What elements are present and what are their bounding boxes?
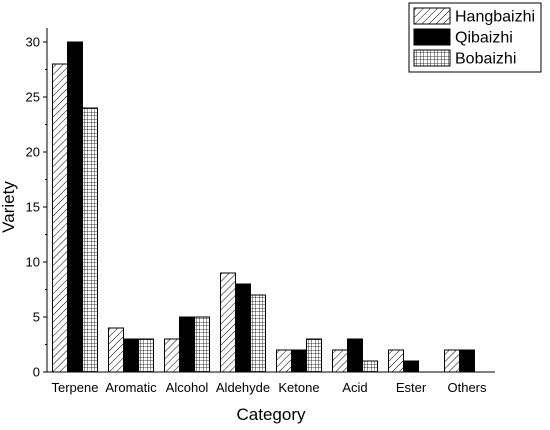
legend-label-qibaizhi: Qibaizhi	[455, 30, 513, 47]
bar-bobaizhi-terpene	[82, 107, 98, 373]
x-tick-label: Aromatic	[105, 380, 157, 395]
bar-bobaizhi-aromatic	[138, 338, 154, 373]
axes	[43, 28, 495, 373]
y-tick-labels: 0 5 10 15 20 25 30	[26, 35, 40, 380]
bar-qibaizhi-acid	[347, 338, 363, 373]
legend-label-bobaizhi: Bobaizhi	[455, 51, 516, 68]
bar-hangbaizhi-ester	[388, 349, 404, 373]
y-tick-label: 15	[26, 200, 40, 215]
x-tick-labels: Terpene Aromatic Alcohol Aldehyde Ketone Acid…	[52, 380, 487, 395]
bar-qibaizhi-aromatic	[123, 338, 139, 373]
x-axis-title: Category	[237, 405, 306, 424]
bar-bobaizhi-ketone	[306, 338, 322, 373]
x-tick-label: Acid	[342, 380, 367, 395]
x-tick-label: Terpene	[52, 380, 99, 395]
y-tick-label: 0	[33, 365, 40, 380]
legend-swatch-hangbaizhi	[413, 7, 451, 25]
bar-bobaizhi-aldehyde	[250, 294, 266, 373]
x-tick-label: Others	[447, 380, 487, 395]
y-tick-label: 20	[26, 145, 40, 160]
legend: Hangbaizhi Qibaizhi Bobaizhi	[408, 2, 542, 73]
legend-swatch-qibaizhi	[413, 28, 451, 46]
plot-bars	[52, 41, 475, 373]
bar-qibaizhi-ester	[403, 360, 419, 373]
bar-qibaizhi-terpene	[67, 41, 83, 373]
y-axis-title: Variety	[0, 181, 18, 233]
bar-hangbaizhi-ketone	[276, 349, 292, 373]
legend-swatch-bobaizhi	[413, 49, 451, 67]
bar-qibaizhi-aldehyde	[235, 283, 251, 373]
y-tick-label: 30	[26, 35, 40, 50]
bar-bobaizhi-acid	[362, 360, 378, 373]
x-tick-label: Ester	[396, 380, 427, 395]
bar-hangbaizhi-aromatic	[108, 327, 124, 373]
bar-hangbaizhi-terpene	[52, 63, 68, 373]
bar-hangbaizhi-aldehyde	[220, 272, 236, 373]
bar-hangbaizhi-others	[444, 349, 460, 373]
bar-hangbaizhi-alcohol	[164, 338, 180, 373]
y-tick-label: 10	[26, 255, 40, 270]
bar-qibaizhi-others	[459, 349, 475, 373]
bar-bobaizhi-alcohol	[194, 316, 210, 373]
y-tick-label: 25	[26, 90, 40, 105]
legend-label-hangbaizhi: Hangbaizhi	[455, 9, 535, 26]
x-tick-label: Alcohol	[166, 380, 209, 395]
bar-hangbaizhi-acid	[332, 349, 348, 373]
bar-qibaizhi-alcohol	[179, 316, 195, 373]
x-tick-label: Aldehyde	[216, 380, 270, 395]
x-tick-label: Ketone	[278, 380, 319, 395]
bar-qibaizhi-ketone	[291, 349, 307, 373]
y-tick-label: 5	[33, 310, 40, 325]
